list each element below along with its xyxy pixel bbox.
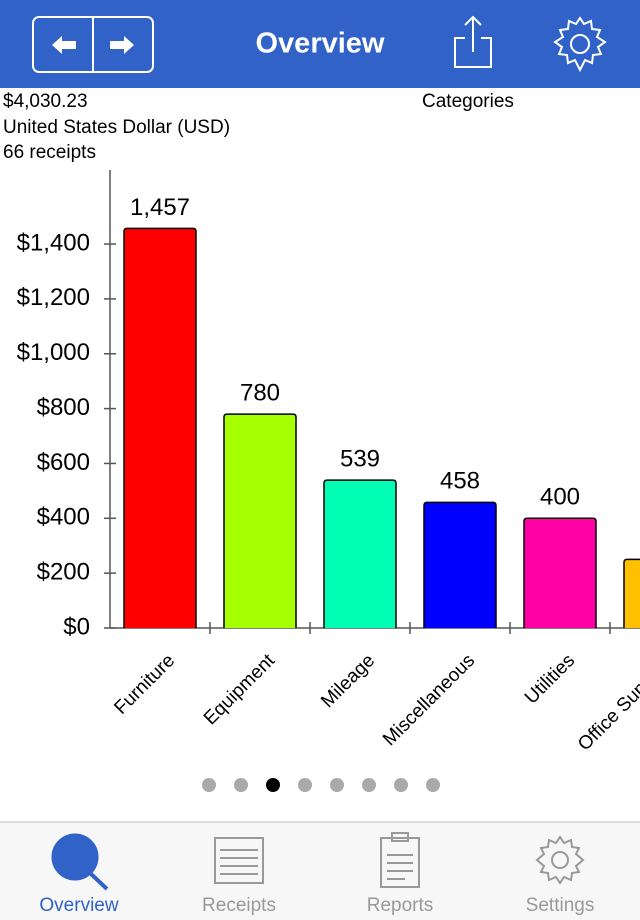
screen-title: Overview: [256, 28, 385, 60]
bar: [323, 479, 397, 628]
tab-label: Receipts: [202, 895, 276, 916]
tab-bar: [0, 822, 640, 920]
y-tick-label: $200: [37, 558, 90, 585]
nav-bar: [0, 0, 640, 88]
settings-tab[interactable]: Settings: [526, 835, 595, 916]
chart: $0 $200 $400 $600 $800 $1,000 $1,200 $1,400 Furn…: [17, 170, 640, 755]
tab-label: Overview: [39, 895, 118, 916]
value-label: 1,457: [130, 194, 190, 221]
settings-button[interactable]: [553, 16, 607, 73]
reports-tab[interactable]: Reports: [367, 832, 434, 916]
x-tick-label: Equipment: [200, 650, 280, 730]
y-tick-label: $800: [37, 394, 90, 421]
bar: [523, 517, 597, 628]
x-tick-label: Office Supplies: [574, 650, 640, 755]
tab-label: Reports: [367, 895, 434, 916]
bar: [223, 413, 297, 628]
y-tick-label: $1,200: [17, 284, 90, 311]
total: $4,030.23: [3, 91, 88, 112]
page-dot-active[interactable]: [266, 778, 280, 792]
y-tick-label: $1,400: [17, 229, 90, 256]
bar: [123, 227, 197, 628]
value-label: 458: [440, 468, 480, 495]
x-tick-label: Miscellaneous: [379, 650, 479, 750]
page-dot[interactable]: [362, 778, 376, 792]
value-label: 400: [540, 484, 580, 511]
tab-label: Settings: [526, 895, 595, 916]
back-arrow[interactable]: [52, 36, 76, 54]
x-tick-label: Mileage: [317, 650, 379, 712]
y-tick-label: $600: [37, 449, 90, 476]
page-dot[interactable]: [234, 778, 248, 792]
share-button[interactable]: [454, 15, 492, 68]
x-tick-label: Utilities: [521, 650, 579, 708]
page-dots: [202, 778, 440, 792]
value-label: 539: [340, 446, 380, 473]
y-tick-label: $400: [37, 504, 90, 531]
value-label: 780: [240, 379, 280, 406]
bar: [623, 558, 640, 628]
bar: [423, 501, 497, 628]
page-dot[interactable]: [298, 778, 312, 792]
receipt-count: 66 receipts: [3, 142, 96, 163]
forward-arrow[interactable]: [110, 36, 134, 54]
overview-tab[interactable]: Overview: [39, 833, 119, 916]
page-dot[interactable]: [202, 778, 216, 792]
view-label: Categories: [422, 91, 514, 112]
y-tick-label: $0: [63, 613, 90, 640]
page-dot[interactable]: [426, 778, 440, 792]
y-tick-label: $1,000: [17, 339, 90, 366]
page-dot[interactable]: [330, 778, 344, 792]
receipts-tab[interactable]: Receipts: [202, 837, 276, 916]
page-dot[interactable]: [394, 778, 408, 792]
x-tick-label: Furniture: [110, 650, 179, 719]
currency: United States Dollar (USD): [3, 117, 230, 138]
